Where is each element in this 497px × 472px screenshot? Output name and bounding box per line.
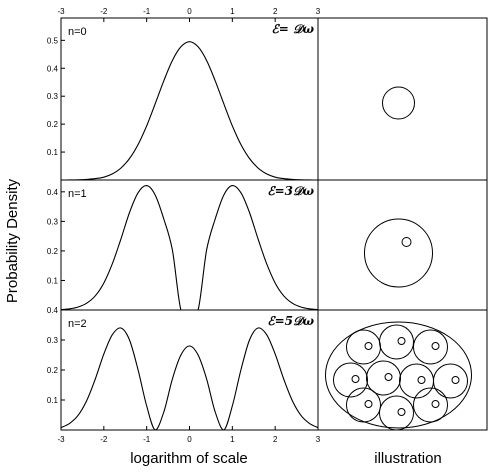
y-tick-label: 0.1 <box>47 148 59 157</box>
density-curve <box>60 327 319 431</box>
scale-dot <box>417 376 426 384</box>
y-tick-label: 0.4 <box>47 64 59 73</box>
scale-circle <box>379 395 414 431</box>
top-x-tick-label: -3 <box>57 7 65 16</box>
scale-circle <box>399 363 434 399</box>
y-tick-label: 0.5 <box>47 36 59 45</box>
illustration-frame <box>317 309 488 431</box>
scale-circle <box>333 362 368 398</box>
outer-ellipse <box>325 321 472 429</box>
y-tick-label: 0.2 <box>47 247 59 256</box>
top-x-tick-label: 2 <box>273 7 278 16</box>
scale-circle <box>413 387 448 423</box>
scale-dot <box>431 400 440 408</box>
scale-dot <box>397 337 406 345</box>
y-tick-label: 0.1 <box>47 276 59 285</box>
illustration-1 <box>317 179 488 311</box>
y-tick-label: 0.2 <box>47 120 59 129</box>
scale-circle <box>366 360 401 396</box>
bottom-x-tick-label: -3 <box>57 435 65 444</box>
panel-label: n=0 <box>68 26 87 38</box>
plot-panels: 0.1 0.2 0.3 0.4 0.5 n=0 ℰ= 𝒟ω 0.1 0.2 0.3 0.4 n=1 ℰ=… <box>47 17 319 431</box>
energy-label: ℰ=3𝒟ω <box>267 184 314 198</box>
top-x-tick-label: 0 <box>187 7 192 16</box>
y-tick-label: 0.3 <box>47 217 59 226</box>
scale-circle <box>379 324 414 360</box>
density-curve <box>60 41 319 181</box>
scale-circle <box>346 329 381 365</box>
top-x-tick-label: 3 <box>316 7 321 16</box>
illustration-frame <box>317 17 488 181</box>
bottom-x-tick-label: 1 <box>230 435 235 444</box>
bottom-x-tick-label: 2 <box>273 435 278 444</box>
panel-label: n=1 <box>68 188 87 200</box>
panel-1: 0.1 0.2 0.3 0.4 n=1 ℰ=3𝒟ω <box>47 179 319 311</box>
illustration-0 <box>317 17 488 181</box>
y-tick-label: 0.3 <box>47 336 59 345</box>
top-x-tick-label: -2 <box>100 7 108 16</box>
scale-dot <box>364 342 373 350</box>
top-x-tick-label: 1 <box>230 7 235 16</box>
y-axis-title: Probability Density <box>4 178 21 303</box>
y-tick-label: 0.4 <box>47 306 59 315</box>
scale-dot <box>431 342 440 350</box>
bottom-x-tick-label: -1 <box>143 435 151 444</box>
bottom-x-tick-label: 3 <box>316 435 321 444</box>
scale-dot <box>384 373 393 381</box>
density-curve <box>60 185 319 311</box>
y-tick-label: 0.3 <box>47 92 59 101</box>
bottom-x-axis: -3 -2 -1 0 1 2 3 <box>57 426 321 444</box>
panel-frame <box>60 309 319 431</box>
scale-circle <box>433 363 468 399</box>
panel-frame <box>60 17 319 181</box>
y-tick-label: 0.2 <box>47 366 59 375</box>
scale-dot <box>401 237 412 247</box>
bottom-x-tick-label: 0 <box>187 435 192 444</box>
scale-circle <box>413 329 448 365</box>
top-x-tick-label: -1 <box>143 7 151 16</box>
panel-2: 0.1 0.2 0.3 0.4 n=2 ℰ=5𝒟ω <box>47 306 319 431</box>
y-tick-label: 0.1 <box>47 396 59 405</box>
x-axis-title: logarithm of scale <box>130 450 248 467</box>
panel-0: 0.1 0.2 0.3 0.4 0.5 n=0 ℰ= 𝒟ω <box>47 17 319 181</box>
scale-circle <box>382 86 415 120</box>
panel-label: n=2 <box>68 318 87 330</box>
illustration-2 <box>317 309 488 431</box>
illustration-title: illustration <box>374 450 442 467</box>
scale-dot <box>451 376 460 384</box>
scale-circle <box>346 387 381 423</box>
y-tick-label: 0.4 <box>47 188 59 197</box>
scale-circle <box>364 218 433 288</box>
scale-dot <box>364 400 373 408</box>
top-x-axis: -3 -2 -1 0 1 2 3 <box>57 7 321 22</box>
illustration-panels <box>317 17 488 431</box>
energy-label: ℰ=5𝒟ω <box>267 314 314 328</box>
bottom-x-tick-label: -2 <box>100 435 108 444</box>
energy-label: ℰ= 𝒟ω <box>272 22 315 36</box>
scale-dot <box>397 408 406 416</box>
scale-dot <box>351 375 360 383</box>
